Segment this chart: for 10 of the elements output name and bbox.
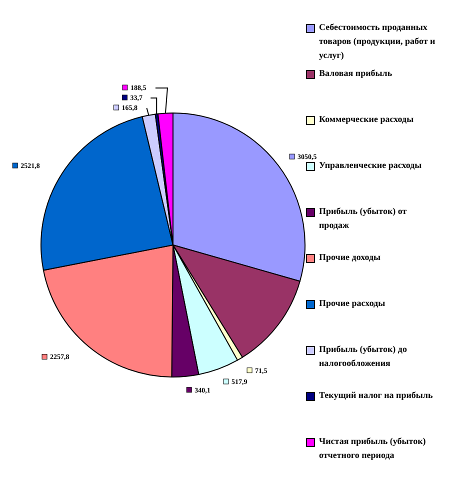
legend-label: Себестоимость проданных товаров (продукции, работ и услуг) [319,21,436,62]
legend-label: Валовая прибыль [319,67,392,80]
legend-label: Текущий налог на прибыль [319,389,433,402]
legend-label: Коммерческие расходы [319,113,414,126]
legend-label: Прибыль (убыток) до налогообложения [319,343,408,370]
legend-label: Прочие доходы [319,251,381,264]
legend-label: Управленческие расходы [319,159,422,172]
legend-label: Прибыль (убыток) от продаж [319,205,408,232]
legend-label: Чистая прибыль (убыток) отчетного периода [319,435,427,462]
legend-label: Прочие расходы [319,297,386,310]
